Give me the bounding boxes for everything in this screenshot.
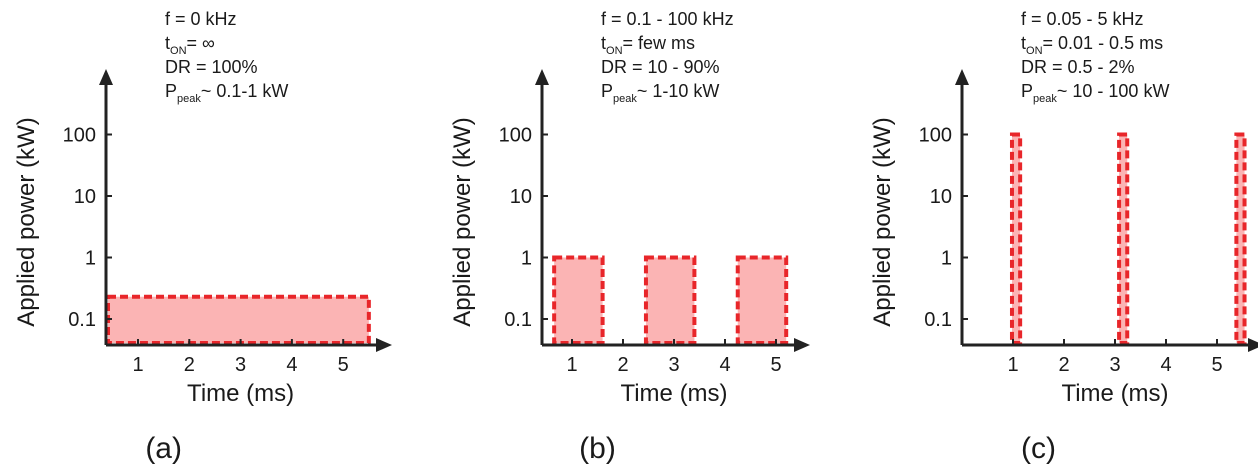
peak-power-annotation: Ppeak~ 0.1-1 kW <box>165 81 288 105</box>
x-tick-label: 1 <box>566 354 577 376</box>
y-tick-label: 0.1 <box>924 309 952 331</box>
x-axis-title: Time (ms) <box>620 380 727 407</box>
peak-power-annotation: Ppeak~ 10 - 100 kW <box>1021 81 1169 105</box>
x-tick-label: 4 <box>719 354 730 376</box>
panel-caption: (c) <box>1021 432 1056 465</box>
chart-svg: 1 2 3 4 5 0.1 1 10 100 Applied power (kW) Time (ms… <box>13 9 392 465</box>
y-tick-label: 0.1 <box>68 309 96 331</box>
duty-ratio-annotation: DR = 100% <box>165 57 258 77</box>
chart-panel-b: 1 2 3 4 5 0.1 1 10 100 Applied power (kW) Time (ms… <box>418 0 838 471</box>
x-axis-title: Time (ms) <box>187 380 294 407</box>
chart-panel-a: 1 2 3 4 5 0.1 1 10 100 Applied power (kW) Time (ms… <box>0 0 420 471</box>
x-tick-label: 3 <box>668 354 679 376</box>
chart-svg: 1 2 3 4 5 0.1 1 10 100 Applied power (kW) Time (ms… <box>869 9 1258 465</box>
x-tick-label: 5 <box>1211 354 1222 376</box>
on-time-annotation: tON= 0.01 - 0.5 ms <box>1021 33 1163 57</box>
x-axis-arrowhead <box>376 338 392 352</box>
y-tick-label: 1 <box>521 248 532 270</box>
x-tick-label: 2 <box>1058 354 1069 376</box>
on-time-annotation: tON= few ms <box>601 33 695 57</box>
duty-ratio-annotation: DR = 0.5 - 2% <box>1021 57 1135 77</box>
y-tick-label: 100 <box>499 125 532 147</box>
x-axis-arrowhead <box>1248 338 1258 352</box>
power-pulse <box>1117 132 1130 345</box>
x-axis-title: Time (ms) <box>1061 380 1168 407</box>
x-tick-label: 2 <box>617 354 628 376</box>
on-time-annotation: tON= ∞ <box>165 33 215 57</box>
frequency-annotation: f = 0.1 - 100 kHz <box>601 9 734 29</box>
power-pulse <box>735 255 789 345</box>
y-tick-label: 10 <box>74 186 96 208</box>
power-pulse <box>1234 132 1247 345</box>
frequency-annotation: f = 0 kHz <box>165 9 237 29</box>
x-tick-label: 3 <box>1109 354 1120 376</box>
y-tick-label: 1 <box>941 248 952 270</box>
y-tick-label: 1 <box>85 248 96 270</box>
x-axis-arrowhead <box>794 338 810 352</box>
y-tick-label: 10 <box>510 186 532 208</box>
power-pulse <box>1009 132 1023 345</box>
y-axis-arrowhead <box>955 69 969 85</box>
y-axis-arrowhead <box>535 69 549 85</box>
y-tick-label: 0.1 <box>504 309 532 331</box>
y-axis-title: Applied power (kW) <box>13 117 40 326</box>
panel-caption: (b) <box>579 432 616 465</box>
frequency-annotation: f = 0.05 - 5 kHz <box>1021 9 1144 29</box>
y-axis-arrowhead <box>99 69 113 85</box>
x-tick-label: 5 <box>338 354 349 376</box>
power-pulse <box>552 255 605 345</box>
y-tick-label: 100 <box>919 125 952 147</box>
power-pulse <box>643 255 697 345</box>
x-tick-label: 4 <box>1160 354 1171 376</box>
y-tick-label: 10 <box>930 186 952 208</box>
duty-ratio-annotation: DR = 10 - 90% <box>601 57 720 77</box>
panel-caption: (a) <box>145 432 182 465</box>
x-tick-label: 4 <box>286 354 297 376</box>
peak-power-annotation: Ppeak~ 1-10 kW <box>601 81 719 105</box>
x-tick-label: 1 <box>1007 354 1018 376</box>
y-tick-label: 100 <box>63 125 96 147</box>
y-axis-title: Applied power (kW) <box>449 117 476 326</box>
power-pulse <box>106 294 371 345</box>
chart-svg: 1 2 3 4 5 0.1 1 10 100 Applied power (kW) Time (ms… <box>449 9 810 465</box>
chart-panel-c: 1 2 3 4 5 0.1 1 10 100 Applied power (kW) Time (ms… <box>838 0 1258 471</box>
x-tick-label: 1 <box>132 354 143 376</box>
x-tick-label: 3 <box>235 354 246 376</box>
x-tick-label: 2 <box>184 354 195 376</box>
y-axis-title: Applied power (kW) <box>869 117 896 326</box>
x-tick-label: 5 <box>770 354 781 376</box>
